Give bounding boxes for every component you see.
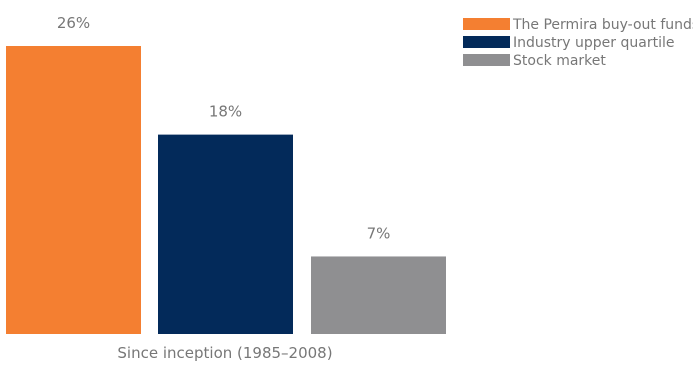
x-axis-label: Since inception (1985–2008) — [117, 344, 332, 362]
legend-swatch-series-2 — [463, 36, 510, 48]
value-labels-group: 26% 18% 7% — [57, 14, 391, 242]
value-label-series-2: 18% — [209, 103, 242, 121]
legend: The Permira buy-out funds Industry upper … — [463, 17, 693, 69]
legend-swatch-series-1 — [463, 18, 510, 30]
legend-label-series-1: The Permira buy-out funds — [512, 17, 693, 33]
legend-swatch-series-3 — [463, 54, 510, 66]
bars-group — [6, 46, 446, 334]
value-label-series-1: 26% — [57, 14, 90, 32]
legend-label-series-2: Industry upper quartile — [513, 35, 674, 51]
value-label-series-3: 7% — [367, 224, 391, 242]
legend-label-series-3: Stock market — [513, 53, 606, 69]
bar-series-2 — [158, 134, 293, 334]
bar-series-1 — [6, 46, 141, 334]
bar-series-3 — [311, 256, 446, 334]
